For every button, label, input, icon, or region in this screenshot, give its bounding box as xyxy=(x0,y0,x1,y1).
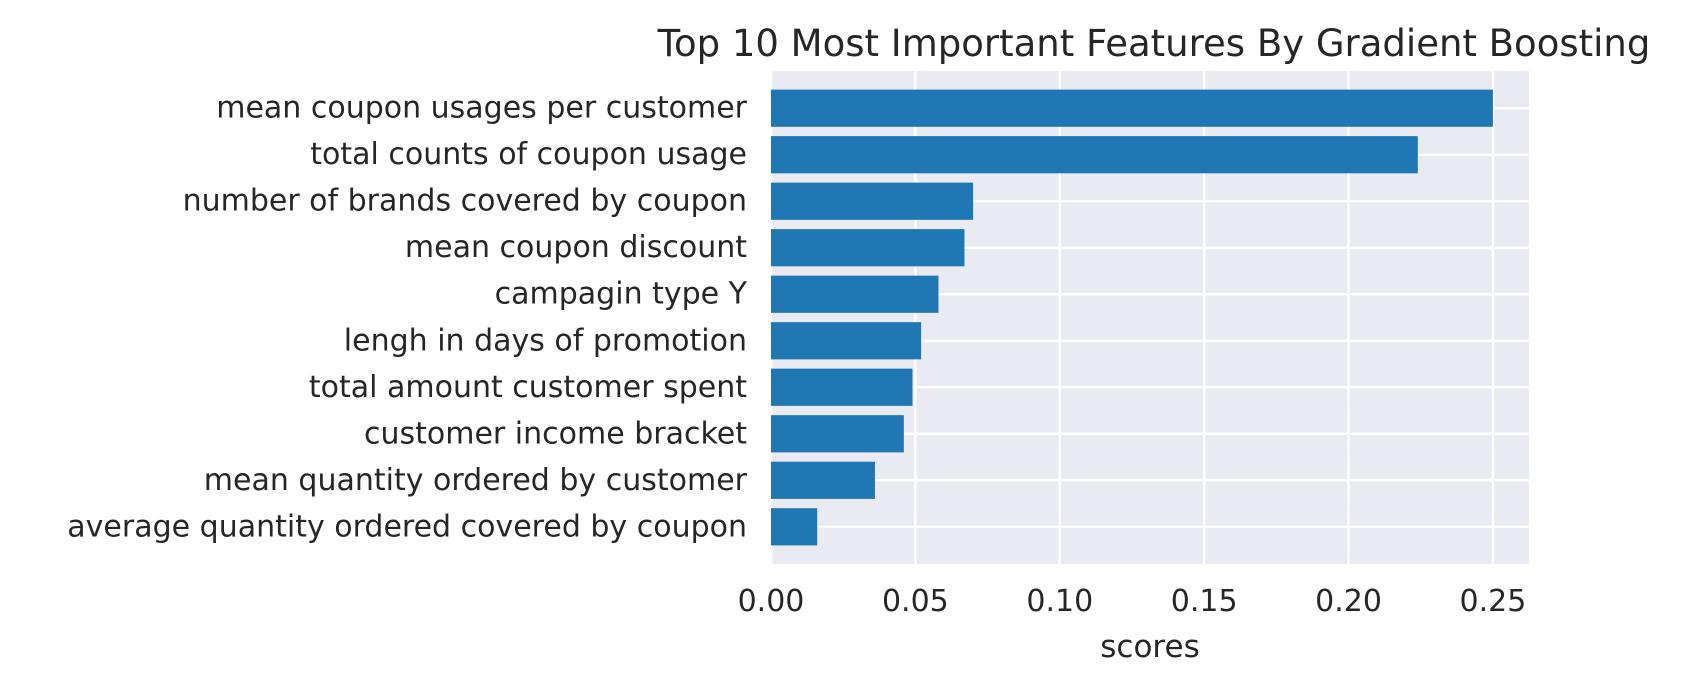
category-label: mean coupon usages per customer xyxy=(216,91,747,126)
x-tick-label: 0.25 xyxy=(1460,584,1527,619)
bar xyxy=(771,182,974,220)
bar xyxy=(771,275,939,313)
category-label: mean quantity ordered by customer xyxy=(204,463,748,498)
category-labels: mean coupon usages per customer total cou… xyxy=(67,91,747,545)
category-label: lengh in days of promotion xyxy=(344,323,747,358)
bar xyxy=(771,136,1418,174)
category-label: customer income bracket xyxy=(364,416,747,451)
category-label: mean coupon discount xyxy=(405,230,747,265)
x-tick-label: 0.05 xyxy=(882,584,949,619)
x-tick-labels: 0.00 0.05 0.10 0.15 0.20 0.25 xyxy=(738,584,1527,619)
bar xyxy=(771,508,818,546)
bars xyxy=(771,89,1493,546)
bar xyxy=(771,89,1493,127)
chart-title: Top 10 Most Important Features By Gradie… xyxy=(657,22,1651,65)
bar xyxy=(771,229,965,267)
category-label: total counts of coupon usage xyxy=(310,137,747,172)
category-label: total amount customer spent xyxy=(309,370,747,405)
bar xyxy=(771,415,904,453)
bar xyxy=(771,461,875,499)
x-tick-label: 0.00 xyxy=(738,584,805,619)
bar xyxy=(771,322,922,360)
x-tick-label: 0.10 xyxy=(1026,584,1093,619)
bar xyxy=(771,368,913,406)
category-label: number of brands covered by coupon xyxy=(183,184,747,219)
category-label: campagin type Y xyxy=(495,277,748,312)
x-axis-label: scores xyxy=(1100,629,1199,665)
x-tick-label: 0.15 xyxy=(1171,584,1238,619)
x-tick-label: 0.20 xyxy=(1315,584,1382,619)
category-label: average quantity ordered covered by coup… xyxy=(67,509,747,544)
